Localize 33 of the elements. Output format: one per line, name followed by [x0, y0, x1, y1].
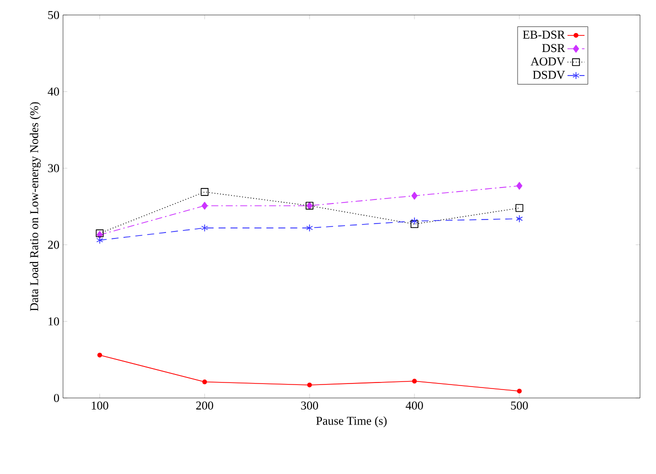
x-tick-label: 500 [511, 402, 528, 410]
point [516, 182, 522, 190]
x-tick-label: 200 [196, 402, 214, 410]
point [97, 352, 102, 358]
x-tick-label: 300 [301, 402, 318, 410]
point [411, 192, 418, 200]
point [516, 214, 523, 223]
point [307, 382, 312, 388]
point [202, 380, 208, 384]
legend-label: DSDV [532, 70, 565, 79]
x-axis-title: Pause Time (s) [316, 416, 387, 428]
y-tick-label: 40 [48, 88, 60, 96]
point [410, 220, 418, 228]
point [96, 236, 104, 244]
y-axis-title: Data Load Ratio on Low-energy Nodes (%) [30, 102, 41, 311]
point [412, 378, 417, 384]
y-tick-label: 50 [48, 10, 60, 20]
point [202, 202, 208, 210]
x-tick-label: 400 [406, 402, 423, 410]
point [411, 217, 418, 225]
x-tick-label: 100 [92, 402, 108, 410]
y-tick-label: 30 [48, 164, 60, 172]
point [200, 188, 209, 196]
legend-label: EB-DSR [522, 30, 566, 39]
y-tick-label: 10 [48, 317, 60, 326]
y-tick-label: 0 [54, 394, 60, 402]
legend-label: AODV [530, 57, 565, 66]
y-tick-label: 20 [48, 240, 60, 249]
point [306, 224, 313, 232]
point [515, 204, 524, 212]
legend-label: DSR [542, 44, 566, 52]
point [201, 224, 208, 232]
point [516, 388, 522, 394]
